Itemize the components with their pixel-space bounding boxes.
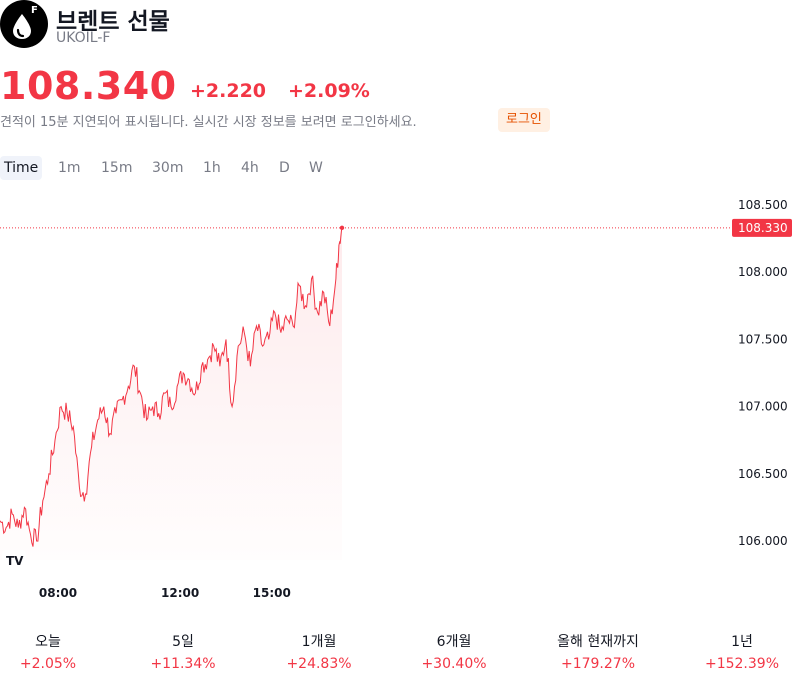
x-tick-label: 15:00 [253,586,291,600]
tradingview-watermark[interactable]: TV [2,550,26,570]
perf-5d[interactable]: 5일 +11.34% [118,632,248,674]
price-area [0,227,342,561]
watermark-label: TV [6,554,24,568]
tab-4h[interactable]: 4h [241,160,259,176]
perf-label: 1개월 [301,634,337,650]
perf-label: 6개월 [436,634,472,650]
perf-value: +152.39% [704,656,780,672]
price-line [0,227,343,547]
perf-value: +179.27% [560,656,636,672]
last-price-tag: 108.330 [732,218,792,237]
y-tick-label: 108.000 [738,265,788,279]
instrument-name: 브렌트 선물 [56,9,170,35]
oil-drop-icon [13,14,31,39]
price-chart[interactable]: 106.000 106.500 107.000 107.500 108.000 108.5… [0,188,800,608]
last-price-dot [339,225,345,231]
y-tick-label: 108.500 [738,198,788,212]
last-price: 108.340 [0,64,177,108]
tab-30m[interactable]: 30m [152,160,184,176]
login-button[interactable]: 로그인 [498,108,550,132]
price-change-percent: +2.09% [288,80,370,102]
y-tick-label: 107.500 [738,332,788,346]
perf-1y[interactable]: 1년 +152.39% [677,632,800,674]
delay-notice: 견적이 15분 지연되어 표시됩니다. 실시간 시장 정보를 보려면 로그인하세… [0,115,417,130]
last-price-tag-label: 108.330 [738,221,788,235]
y-tick-label: 106.500 [738,467,788,481]
ticker-symbol: UKOIL-F [56,30,111,46]
x-tick-label: 08:00 [39,586,77,600]
perf-label: 올해 현재까지 [557,634,639,650]
tab-1m[interactable]: 1m [58,160,81,176]
perf-label: 오늘 [35,634,61,650]
perf-6m[interactable]: 6개월 +30.40% [389,632,519,674]
performance-row: 오늘 +2.05% 5일 +11.34% 1개월 +24.83% 6개월 +30… [0,632,800,676]
perf-today[interactable]: 오늘 +2.05% [0,632,113,674]
oil-drop-logo: F [0,0,48,48]
price-row: 108.340 [0,64,177,108]
perf-value: +24.83% [286,656,352,672]
tab-time[interactable]: Time [0,156,43,180]
perf-1m[interactable]: 1개월 +24.83% [254,632,384,674]
tab-d[interactable]: D [279,160,290,176]
perf-value: +30.40% [421,656,487,672]
y-tick-label: 106.000 [738,534,788,548]
perf-value: +11.34% [150,656,216,672]
tab-1h[interactable]: 1h [203,160,221,176]
tab-w[interactable]: W [309,160,323,176]
y-tick-label: 107.000 [738,400,788,414]
logo-letter: F [31,5,38,16]
perf-value: +2.05% [19,656,77,672]
price-change: +2.220 [190,80,267,102]
x-tick-label: 12:00 [161,586,199,600]
perf-ytd[interactable]: 올해 현재까지 +179.27% [533,632,663,674]
tab-15m[interactable]: 15m [101,160,133,176]
perf-label: 1년 [731,634,753,650]
perf-label: 5일 [172,634,194,650]
